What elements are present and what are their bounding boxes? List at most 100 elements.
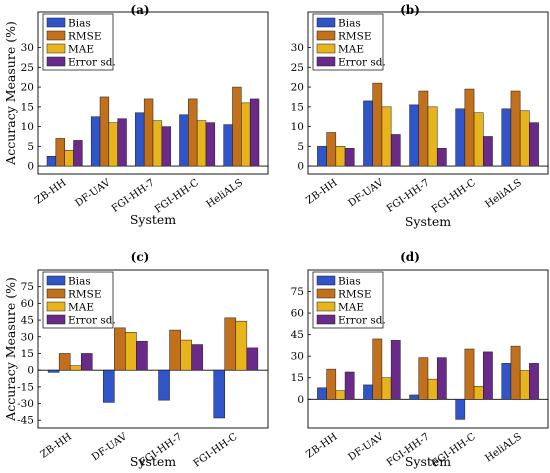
y-tick-label: 30 xyxy=(291,351,304,363)
legend-entry: Bias xyxy=(338,18,361,30)
bar-errorsd-5 xyxy=(529,363,539,400)
bar-rmse-5 xyxy=(510,90,521,167)
legend-entry: Bias xyxy=(68,276,91,288)
bar-bias-1 xyxy=(46,155,57,167)
y-tick-label: -15 xyxy=(17,381,34,393)
bar-rmse-3 xyxy=(418,90,429,167)
category-label: FGI-HH-7 xyxy=(110,177,157,214)
bar-bias-1 xyxy=(317,387,327,400)
bar-rmse-5 xyxy=(510,345,521,400)
bar-rmse-2 xyxy=(99,96,110,167)
legend-swatch xyxy=(46,301,66,312)
legend-entry: Error sd. xyxy=(68,315,116,327)
category-label: DF-UAV xyxy=(347,177,387,209)
y-tick-label: 10 xyxy=(291,121,304,133)
bar-errorsd-1 xyxy=(344,148,355,167)
legend-swatch xyxy=(316,275,336,286)
legend-entry: RMSE xyxy=(338,289,372,301)
bar-rmse-4 xyxy=(464,88,475,167)
bar-errorsd-3 xyxy=(436,148,447,167)
bar-rmse-5 xyxy=(232,86,242,167)
y-tick-label: -30 xyxy=(17,398,34,410)
bar-mae-2 xyxy=(125,332,137,371)
category-label: FGI-HH-7 xyxy=(385,177,432,214)
bar-mae-5 xyxy=(241,102,251,167)
category-label: ZB-HH xyxy=(304,431,339,460)
legend-entry: Error sd. xyxy=(338,57,386,69)
bar-errorsd-5 xyxy=(249,98,260,167)
legend-swatch xyxy=(316,288,336,299)
y-tick-label: 20 xyxy=(21,82,34,94)
legend-swatch xyxy=(46,314,66,325)
bar-mae-1 xyxy=(335,146,346,167)
category-label: ZB-HH xyxy=(33,177,68,206)
legend-swatch xyxy=(46,17,66,28)
bar-rmse-4 xyxy=(188,98,198,167)
bar-bias-1 xyxy=(47,369,60,373)
category-label: FGI-HH-C xyxy=(192,431,240,469)
legend-entry: Error sd. xyxy=(68,57,116,69)
y-tick-label: 25 xyxy=(291,62,304,74)
y-tick-label: 30 xyxy=(291,42,304,54)
category-label: HeliALS xyxy=(483,177,524,210)
bar-bias-1 xyxy=(317,146,327,167)
bar-bias-3 xyxy=(409,394,420,400)
bar-bias-2 xyxy=(90,116,101,167)
category-label: FGI-HH-C xyxy=(153,177,201,215)
bar-errorsd-3 xyxy=(191,344,203,371)
legend-entry: MAE xyxy=(68,44,94,56)
bar-bias-3 xyxy=(158,369,170,401)
bar-mae-2 xyxy=(381,106,392,167)
bar-bias-4 xyxy=(213,369,226,419)
y-axis-label: Accuracy Measure (%) xyxy=(3,21,18,166)
bar-errorsd-4 xyxy=(483,136,493,167)
y-tick-label: 0 xyxy=(27,365,34,377)
bar-mae-3 xyxy=(152,120,163,167)
y-tick-label: 20 xyxy=(291,82,304,94)
bar-bias-3 xyxy=(135,112,145,167)
bar-rmse-2 xyxy=(372,338,383,400)
legend-entry: RMSE xyxy=(338,31,372,43)
bar-mae-3 xyxy=(180,339,192,371)
y-tick-label: 15 xyxy=(21,101,34,113)
bar-mae-3 xyxy=(427,106,438,167)
legend-swatch xyxy=(46,56,66,67)
y-tick-label: 75 xyxy=(21,281,34,293)
category-label: DF-UAV xyxy=(347,431,387,463)
bar-bias-4 xyxy=(455,108,466,167)
category-label: HeliALS xyxy=(205,177,246,210)
bar-mae-3 xyxy=(427,378,438,400)
category-label: DF-UAV xyxy=(74,177,114,209)
legend-swatch xyxy=(316,30,336,41)
bar-mae-2 xyxy=(108,122,118,167)
bar-mae-4 xyxy=(235,320,248,371)
category-label: FGI-HH-C xyxy=(430,177,478,215)
bar-mae-1 xyxy=(64,150,74,167)
panel-title: (c) xyxy=(131,250,150,264)
y-axis-label: Accuracy Measure (%) xyxy=(3,277,18,422)
plot-frame xyxy=(37,269,269,429)
bar-bias-4 xyxy=(455,399,466,420)
panel-title: (d) xyxy=(400,250,420,264)
panel-title: (a) xyxy=(130,3,149,17)
x-axis-label: System xyxy=(405,454,451,469)
bar-errorsd-3 xyxy=(161,126,171,167)
legend-entry: Bias xyxy=(338,276,361,288)
y-tick-label: -45 xyxy=(17,415,34,427)
y-tick-label: 75 xyxy=(291,286,304,298)
y-tick-label: 45 xyxy=(21,315,34,327)
y-tick-label: 45 xyxy=(291,329,304,341)
legend-entry: RMSE xyxy=(68,289,102,301)
legend-entry: RMSE xyxy=(68,31,102,43)
bar-errorsd-5 xyxy=(529,122,539,167)
y-tick-label: 5 xyxy=(27,141,34,153)
plot-frame xyxy=(307,269,549,429)
y-tick-label: 10 xyxy=(21,121,34,133)
category-label: DF-UAV xyxy=(90,431,130,463)
bar-mae-5 xyxy=(519,370,530,400)
